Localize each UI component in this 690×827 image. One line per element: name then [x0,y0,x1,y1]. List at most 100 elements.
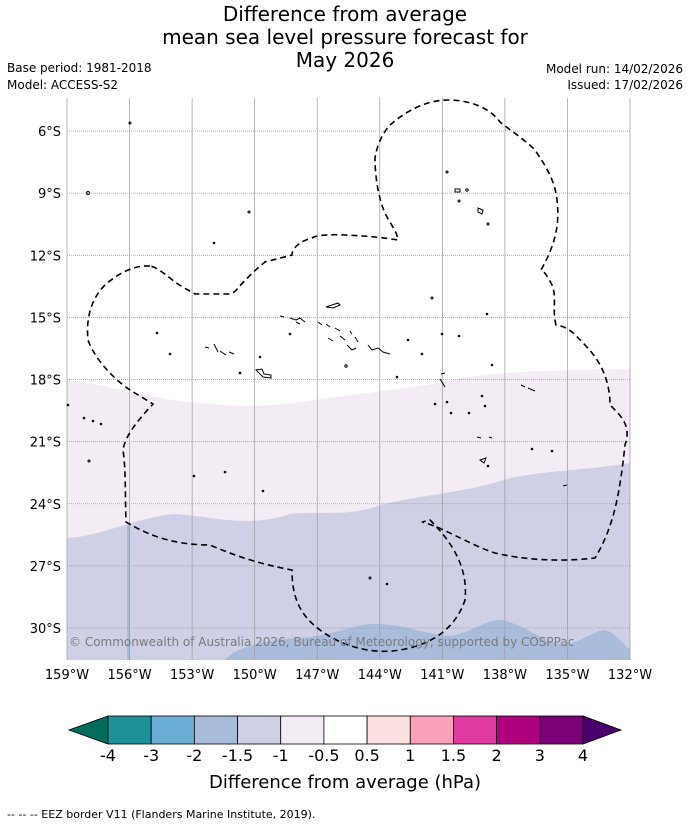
island [192,474,196,478]
island [486,464,490,468]
colorbar-tick-label: -0.5 [308,746,339,765]
colorbar-tick-label: 2 [492,746,502,765]
island [385,582,389,586]
longitude-label: 135°W [545,668,589,683]
colorbar-segment [150,715,195,745]
issued-date: Issued: 17/02/2026 [567,78,683,92]
latitude-label: 9°S [38,187,61,202]
anomaly-band-minus-2 [225,620,630,660]
island [445,400,449,404]
island [155,331,159,335]
longitude-label: 144°W [358,668,402,683]
longitude-label: 132°W [608,668,652,683]
island [476,436,493,439]
island [395,375,399,379]
island [457,199,461,203]
footer-note: -- -- -- EEZ border V11 (Flanders Marine… [7,808,316,821]
colorbar-segment [453,715,498,745]
eez-border-french-polynesia [86,99,628,653]
island [530,447,534,451]
island [486,222,490,226]
latitude-label: 12°S [30,249,61,264]
colorbar-segment [496,715,541,745]
anomaly-band-minus-1-5 [67,463,630,660]
colorbar-segment [237,715,282,745]
colorbar-tick-label: -1 [273,746,289,765]
colorbar-labels: -4 -3 -2 -1.5 -1 -0.5 0.5 1 1.5 2 3 4 [100,746,588,765]
latitude-label: 21°S [30,436,61,451]
island [87,459,91,463]
longitude-label: 159°W [45,668,89,683]
base-period: Base period: 1981-2018 [7,61,152,75]
title-line-1: Difference from average [222,2,468,26]
island [562,484,568,487]
island [367,344,391,355]
latitude-label: 30°S [30,622,61,637]
colorbar-segment [539,715,584,745]
island [406,338,410,342]
colorbar-segment [193,715,238,745]
gridlines [66,98,631,660]
colorbar-over-arrow [582,715,623,745]
island [128,121,132,125]
longitude-labels: 159°W 156°W 153°W 150°W 147°W 144°W 141°W 138°W… [45,668,652,683]
colorbar-tick-label: 0.5 [354,746,379,765]
latitude-label: 15°S [30,311,61,326]
island [82,416,86,420]
islands [66,121,568,586]
island [430,296,434,300]
island [86,191,90,195]
latitude-label: 27°S [30,560,61,575]
island [520,384,536,392]
longitude-label: 150°W [233,668,277,683]
island [254,368,272,379]
colorbar-tick-label: 1 [405,746,415,765]
island [478,457,487,464]
colorbar-segment [366,715,411,745]
island [368,576,372,580]
island [454,188,461,193]
island [439,372,446,388]
colorbar-segment [323,715,368,745]
colorbar-tick-label: 1.5 [441,746,466,765]
island [490,363,494,367]
latitude-labels: 6°S 9°S 12°S 15°S 18°S 21°S 24°S 27°S 30°S [30,125,61,637]
island [344,364,348,368]
copyright-text: © Commonwealth of Australia 2026, Bureau… [69,635,574,649]
colorbar-tick-label: -4 [100,746,116,765]
island [465,188,469,192]
island [317,321,353,335]
latitude-label: 24°S [30,498,61,513]
colorbar-tick-label: 4 [578,746,588,765]
colorbar-tick-label: -3 [143,746,159,765]
latitude-label: 6°S [38,125,61,140]
island [445,170,449,174]
island [238,371,242,375]
longitude-label: 156°W [107,668,151,683]
latitude-label: 18°S [30,374,61,389]
island [467,411,471,415]
colorbar [67,715,623,745]
island [433,402,437,406]
island [66,403,70,407]
longitude-label: 147°W [295,668,339,683]
island [168,352,172,356]
island [223,470,227,474]
island [91,419,95,423]
colorbar-segment [409,715,454,745]
island [261,489,265,493]
island [550,449,554,453]
anomaly-streak [127,525,130,660]
island [325,302,341,309]
island [327,335,359,351]
island [485,312,489,316]
longitude-label: 141°W [420,668,464,683]
longitude-label: 153°W [170,668,214,683]
eez-borders [86,99,628,653]
longitude-label: 138°W [483,668,527,683]
island [449,411,453,415]
island [288,332,292,336]
colorbar-title: Difference from average (hPa) [209,772,481,793]
colorbar-tick-label: 3 [535,746,545,765]
